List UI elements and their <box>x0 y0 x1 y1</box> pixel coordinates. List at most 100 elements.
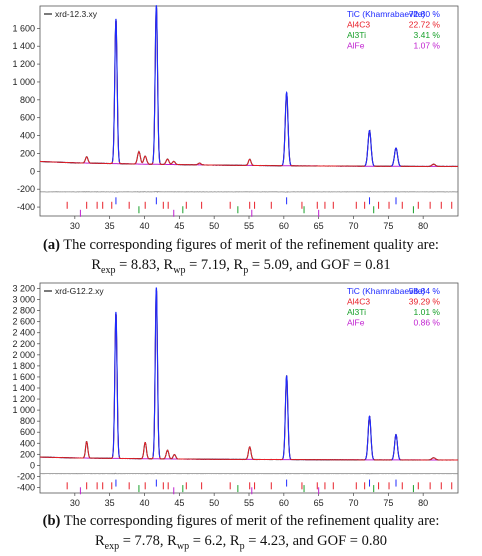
tic-peak-fit <box>391 147 401 167</box>
x-tick-label: 70 <box>348 498 358 508</box>
y-tick-label: 400 <box>20 438 35 448</box>
y-tick-label: 800 <box>20 416 35 426</box>
legend-entry-pct: 58.84 % <box>409 286 441 296</box>
difference-curve <box>40 190 458 193</box>
fom-a-rexp-sub: exp <box>101 264 116 276</box>
x-tick-label: 65 <box>314 498 324 508</box>
caption-a-text: The corresponding figures of merit of th… <box>59 237 439 253</box>
caption-a-tag: (a) <box>43 237 60 253</box>
xrd-chart-a: 1 600 1 400 1 200 1 000 800 600 400 200 0 -200 -40… <box>12 5 459 231</box>
plot-frame <box>39 5 459 217</box>
y-tick-label: 1 000 <box>12 77 35 87</box>
x-tick-label: 40 <box>139 221 149 231</box>
tic-peak-fit <box>391 433 401 461</box>
tic-peak-fit <box>364 129 375 167</box>
y-tick-label: 1 600 <box>12 372 35 382</box>
fom-a-rwp-val: = 7.19, <box>185 257 234 273</box>
x-tick-label: 75 <box>383 221 393 231</box>
caption-b-text: The corresponding figures of merit of th… <box>60 513 440 529</box>
x-tick-label: 45 <box>174 498 184 508</box>
y-tick-label: 1 200 <box>12 394 35 404</box>
x-tick-label: 55 <box>244 498 254 508</box>
file-label: xrd-G12.2.xy <box>55 286 104 296</box>
tic-peak-fit <box>152 5 161 163</box>
fom-a-rp-sub: p <box>243 264 249 276</box>
tic-peak-fit <box>152 287 161 458</box>
y-tick-label: -400 <box>17 482 35 492</box>
x-tick-label: 65 <box>314 221 324 231</box>
legend-entry-name: AlFe <box>347 318 365 328</box>
fom-b-rexp-sub: exp <box>104 540 120 552</box>
plot-frame <box>39 282 459 494</box>
y-tick-label: 0 <box>30 166 35 176</box>
y-tick-label: 2 400 <box>12 328 35 338</box>
fom-a-rwp-sym: R <box>163 257 174 273</box>
y-tick-label: 200 <box>20 449 35 459</box>
x-tick-label: 50 <box>209 498 219 508</box>
fom-a-rp-sym: R <box>233 257 244 273</box>
legend-entry-name: Al3Ti <box>347 30 366 40</box>
fom-a-rexp-sym: R <box>91 257 102 273</box>
legend-entry-pct: 22.72 % <box>409 20 441 30</box>
x-tick-label: 35 <box>105 221 115 231</box>
y-tick-label: 600 <box>20 427 35 437</box>
file-label: xrd-12.3.xy <box>55 9 98 19</box>
fom-a-rp-val: = 5.09, and GOF = 0.81 <box>248 257 391 273</box>
fom-b-rwp-sub: wp <box>176 540 190 552</box>
y-tick-label: 2 600 <box>12 317 35 327</box>
caption-b-fom: Rexp = 7.78, Rwp = 6.2, Rp = 4.23, and G… <box>0 532 482 556</box>
y-tick-label: 200 <box>20 148 35 158</box>
caption-b-tag: (b) <box>42 513 61 529</box>
x-tick-label: 55 <box>244 221 254 231</box>
x-tick-label: 30 <box>70 498 80 508</box>
x-tick-label: 70 <box>348 221 358 231</box>
x-tick-label: 40 <box>139 498 149 508</box>
tic-peak-fit <box>282 375 291 459</box>
legend-entry-name: Al3Ti <box>347 307 366 317</box>
legend-entry-name: Al4C3 <box>347 20 370 30</box>
y-tick-label: -200 <box>17 184 35 194</box>
y-tick-label: 2 800 <box>12 306 35 316</box>
y-tick-label: -400 <box>17 202 35 212</box>
y-tick-label: 1 400 <box>12 41 35 51</box>
x-tick-label: 45 <box>174 221 184 231</box>
fom-a-rexp-val: = 8.83, <box>115 257 164 273</box>
x-tick-label: 35 <box>105 498 115 508</box>
legend-entry-name: TiC (Khamrabaevite) <box>347 286 425 296</box>
y-tick-label: 0 <box>30 460 35 470</box>
tic-peak-fit <box>111 18 121 163</box>
fom-b-rwp-sym: R <box>167 533 177 549</box>
legend-entry-pct: 0.86 % <box>414 318 441 328</box>
legend-entry-pct: 39.29 % <box>409 297 441 307</box>
calculated-pattern <box>40 7 458 167</box>
tic-peak-fit <box>112 311 120 457</box>
fom-b-rexp-val: = 7.78, <box>119 533 168 549</box>
legend-entry-name: TiC (Khamrabaevite) <box>347 9 425 19</box>
x-tick-label: 80 <box>418 498 428 508</box>
legend-entry-name: AlFe <box>347 41 365 51</box>
fom-b-rwp-val: = 6.2, <box>189 533 230 549</box>
y-tick-label: 1 000 <box>12 405 35 415</box>
y-tick-label: 800 <box>20 95 35 105</box>
y-tick-label: -200 <box>17 471 35 481</box>
fom-b-rp-val: = 4.23, and GOF = 0.80 <box>244 533 387 549</box>
tic-peak-fit <box>281 90 292 166</box>
legend-entry-pct: 3.41 % <box>414 30 441 40</box>
x-tick-label: 60 <box>279 498 289 508</box>
legend-entry-pct: 1.07 % <box>414 41 441 51</box>
x-tick-label: 80 <box>418 221 428 231</box>
legend-entry-name: Al4C3 <box>347 297 370 307</box>
x-tick-label: 50 <box>209 221 219 231</box>
fom-b-rp-sym: R <box>229 533 240 549</box>
y-tick-label: 1 600 <box>12 23 35 33</box>
y-tick-label: 2 000 <box>12 350 35 360</box>
x-tick-label: 60 <box>279 221 289 231</box>
fom-b-rexp-sym: R <box>94 533 105 549</box>
y-tick-label: 1 800 <box>12 361 35 371</box>
calculated-pattern <box>40 290 458 461</box>
caption-b: (b) The corresponding figures of merit o… <box>0 512 482 556</box>
fom-a-rwp-sub: wp <box>173 264 186 276</box>
x-tick-label: 30 <box>70 221 80 231</box>
y-tick-label: 1 400 <box>12 383 35 393</box>
